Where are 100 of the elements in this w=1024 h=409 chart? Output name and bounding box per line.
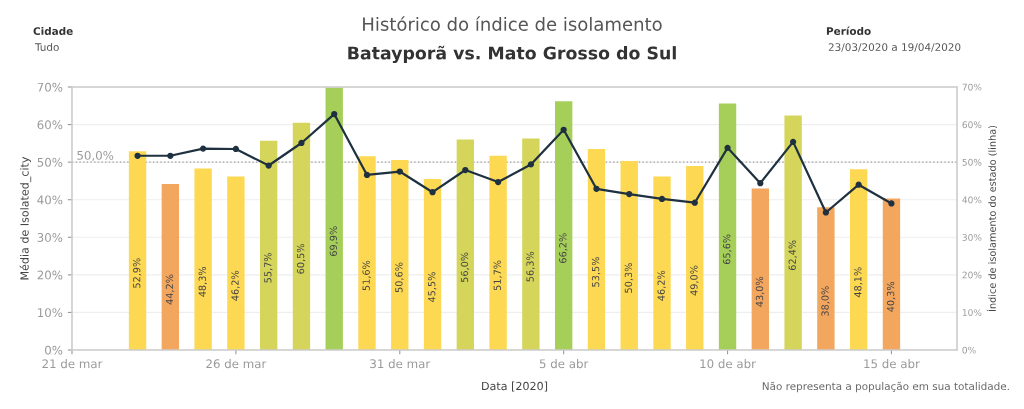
point	[265, 162, 272, 169]
y2-tick-label: 40%	[962, 196, 982, 204]
text: 23/03/2020 a 19/04/2020	[828, 43, 961, 52]
point	[167, 152, 174, 159]
bar	[259, 140, 278, 350]
y2-tick-label: 20%	[962, 271, 982, 279]
y-tick-label: 40%	[37, 195, 63, 205]
data-label: 62,4%	[788, 240, 797, 271]
data-label: 52,9%	[133, 258, 142, 288]
bar	[522, 138, 540, 350]
y-tick-label: 20%	[37, 270, 63, 280]
chart-title: Histórico do índice de isolamento	[363, 16, 662, 31]
data-label: 55,7%	[264, 253, 273, 283]
x-axis-title: Data [2020]	[482, 381, 548, 392]
point	[494, 178, 502, 186]
text: Tudo	[34, 42, 59, 52]
bar	[456, 139, 475, 350]
bar	[358, 156, 376, 350]
y2-tick-label: 0%	[962, 346, 976, 354]
text: Período	[826, 26, 871, 36]
data-label: 69,9%	[329, 226, 339, 256]
data-label: 44,2%	[165, 274, 175, 305]
point	[757, 180, 764, 187]
data-label: 53,5%	[591, 257, 601, 287]
y-tick-label: 10%	[38, 308, 63, 318]
point	[199, 145, 207, 152]
point	[396, 168, 403, 175]
data-label: 49,0%	[690, 265, 699, 296]
point	[331, 110, 338, 118]
data-label: 56,3%	[526, 251, 535, 282]
data-label: 50,6%	[395, 262, 404, 293]
point	[462, 166, 469, 174]
data-label: 46,2%	[231, 270, 240, 301]
y-tick-label: 70%	[37, 82, 63, 92]
point	[527, 161, 535, 168]
data-label: 66,2%	[559, 233, 568, 263]
point	[888, 200, 895, 207]
point	[658, 195, 666, 203]
chart-subtitle: Batayporã vs. Mato Grosso do Sul	[348, 45, 676, 64]
y2-axis-title: Índice de isolamento do estado (linha)	[986, 125, 998, 312]
text: Cidade	[33, 26, 73, 36]
bar	[128, 151, 147, 350]
bar	[718, 103, 737, 350]
point	[134, 152, 141, 159]
data-label: 51,7%	[493, 260, 502, 291]
x-tick-label: 21 de mar	[42, 359, 103, 369]
bar	[161, 183, 180, 350]
y2-tick-label: 50%	[962, 158, 982, 166]
bar	[391, 159, 409, 350]
y2-tick-label: 70%	[962, 83, 982, 91]
bar	[325, 87, 343, 350]
x-tick-label: 5 de abr	[539, 359, 589, 369]
bar	[489, 155, 507, 350]
bar	[194, 168, 212, 350]
bar	[620, 161, 638, 350]
bar	[686, 165, 704, 350]
data-label: 65,6%	[723, 234, 732, 265]
y-axis-title: Média de Isolated_city	[19, 156, 32, 280]
bar	[817, 207, 835, 350]
x-tick-label: 10 de abr	[700, 359, 756, 369]
point	[626, 190, 633, 198]
bar	[784, 115, 802, 350]
point	[429, 189, 436, 196]
text: Não representa a população em sua totalidade.	[762, 381, 1009, 393]
y2-tick-label: 60%	[962, 121, 982, 129]
bar	[292, 122, 311, 350]
point	[363, 171, 371, 179]
data-label: 48,3%	[198, 266, 207, 297]
data-label: 43,0%	[755, 276, 765, 307]
bar	[587, 148, 606, 350]
data-label: 45,5%	[428, 272, 437, 303]
bar	[849, 169, 868, 350]
data-label: 48,1%	[854, 267, 863, 298]
y2-tick-label: 30%	[962, 234, 982, 241]
y-tick-label: 60%	[37, 120, 63, 130]
bar	[882, 198, 901, 350]
data-label: 40,3%	[886, 281, 896, 312]
y2-tick-label: 10%	[962, 309, 982, 316]
point	[560, 126, 567, 133]
ref-line-label: 50,0%	[77, 150, 114, 162]
data-label: 38,0%	[821, 286, 830, 316]
point	[822, 209, 830, 216]
data-label: 56,0%	[460, 252, 470, 283]
x-tick-label: 26 de mar	[206, 359, 267, 369]
bar	[751, 188, 770, 350]
y-tick-label: 0%	[45, 345, 63, 355]
point	[789, 138, 797, 145]
data-label: 60,5%	[296, 243, 306, 274]
y-tick-label: 50%	[37, 157, 63, 167]
point	[691, 199, 698, 206]
data-label: 50,3%	[624, 263, 634, 293]
bar	[227, 176, 245, 350]
data-label: 51,6%	[362, 260, 371, 291]
bar	[423, 179, 442, 350]
point	[724, 144, 731, 151]
x-tick-label: 31 de mar	[370, 359, 431, 369]
point	[232, 145, 240, 153]
point	[298, 139, 305, 147]
y-tick-label: 30%	[37, 233, 63, 242]
point	[855, 181, 862, 188]
